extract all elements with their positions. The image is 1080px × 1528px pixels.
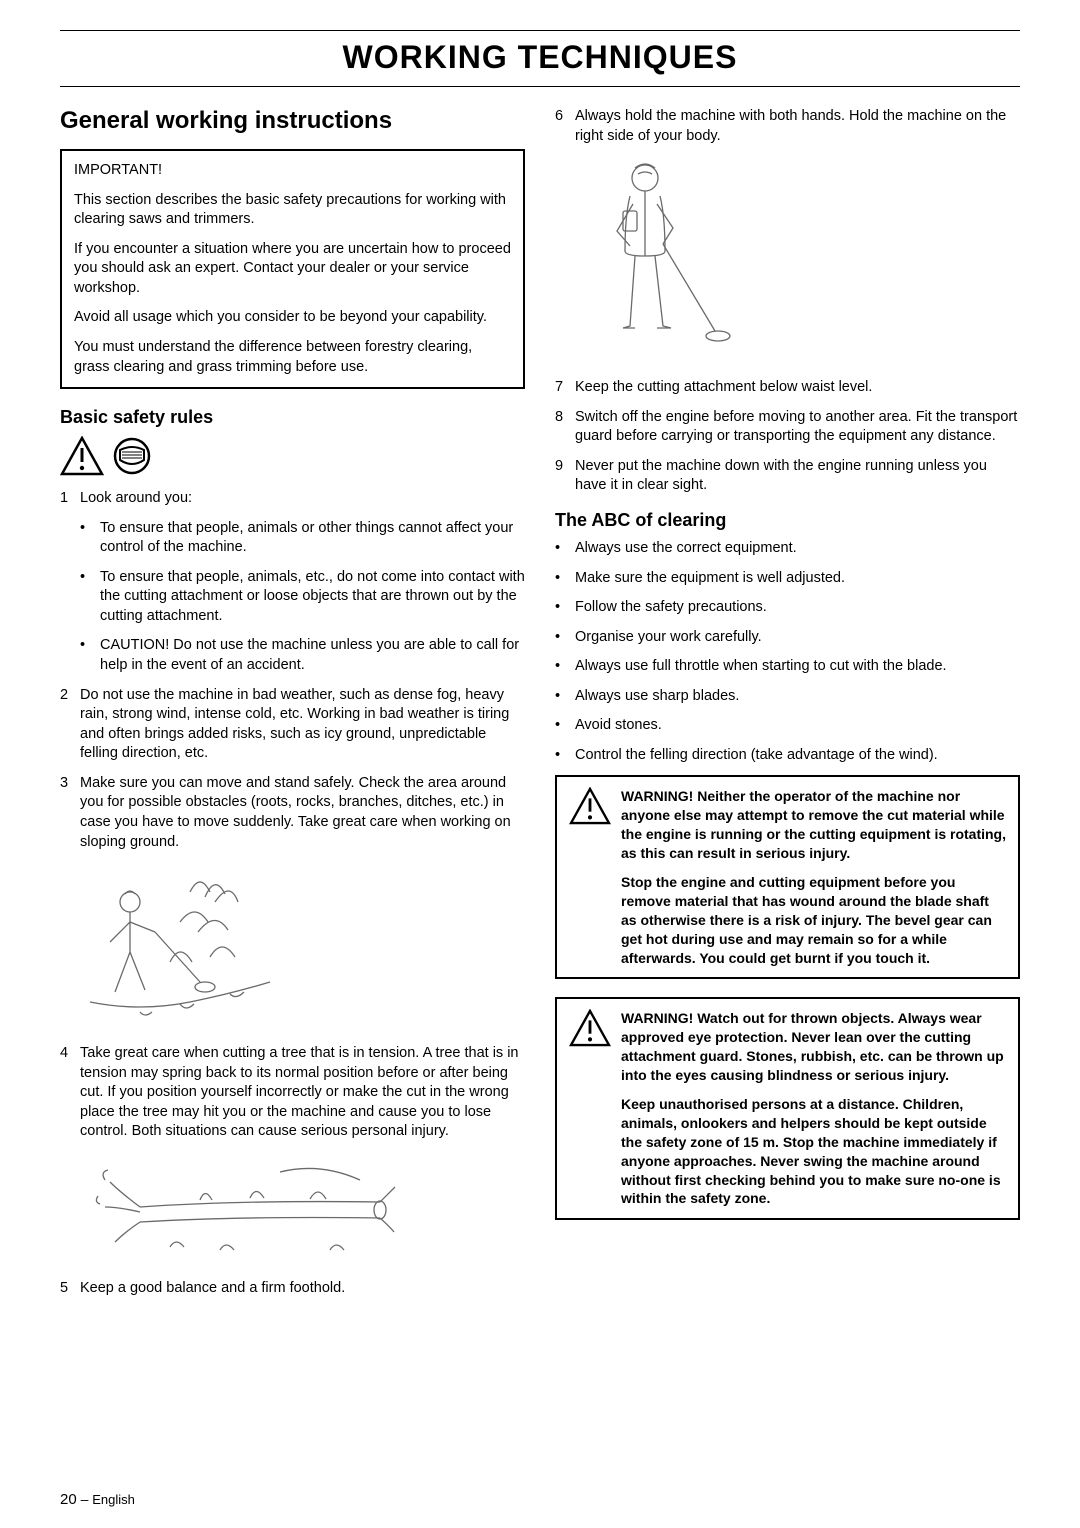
page-title: WORKING TECHNIQUES	[60, 30, 1020, 87]
list-item: 2Do not use the machine in bad weather, …	[60, 686, 525, 764]
safety-rules-list-cont3: 5Keep a good balance and a firm foothold…	[60, 1279, 525, 1299]
list-item: •CAUTION! Do not use the machine unless …	[80, 636, 525, 675]
list-item: 5Keep a good balance and a firm foothold…	[60, 1279, 525, 1299]
list-item: •To ensure that people, animals, etc., d…	[80, 568, 525, 627]
warning-triangle-icon	[60, 436, 104, 481]
list-item: •Follow the safety precautions.	[555, 598, 1020, 618]
footer-sep: –	[77, 1491, 93, 1507]
important-para: This section describes the basic safety …	[74, 191, 511, 230]
right-column: 6Always hold the machine with both hands…	[555, 107, 1020, 1308]
warning-triangle-icon	[569, 787, 611, 967]
bullet-text: Make sure the equipment is well adjusted…	[575, 569, 1020, 589]
important-box: IMPORTANT! This section describes the ba…	[60, 149, 525, 389]
list-item: •Make sure the equipment is well adjuste…	[555, 569, 1020, 589]
safety-rules-list: 1 Look around you:	[60, 489, 525, 509]
list-item: •To ensure that people, animals or other…	[80, 519, 525, 558]
item-text: Always hold the machine with both hands.…	[575, 107, 1020, 146]
important-para: You must understand the difference betwe…	[74, 338, 511, 377]
list-item: 9Never put the machine down with the eng…	[555, 457, 1020, 496]
bullet-text: Follow the safety precautions.	[575, 598, 1020, 618]
bullet-text: To ensure that people, animals, etc., do…	[100, 568, 525, 627]
list-item: 1 Look around you:	[60, 489, 525, 509]
warning-para: Keep unauthorised persons at a distance.…	[621, 1095, 1006, 1208]
item-number: 1	[60, 489, 80, 509]
item-text: Do not use the machine in bad weather, s…	[80, 686, 525, 764]
item-text: Keep a good balance and a firm foothold.	[80, 1279, 525, 1299]
list-item: 6Always hold the machine with both hands…	[555, 107, 1020, 146]
safety-rules-list-cont: 2Do not use the machine in bad weather, …	[60, 686, 525, 853]
safety-rules-list-right: 6Always hold the machine with both hands…	[555, 107, 1020, 146]
warning-para: WARNING! Neither the operator of the mac…	[621, 787, 1006, 863]
bullet-text: Control the felling direction (take adva…	[575, 746, 1020, 766]
list-item: 8Switch off the engine before moving to …	[555, 408, 1020, 447]
list-item: •Always use sharp blades.	[555, 687, 1020, 707]
tension-tree-illustration	[80, 1152, 525, 1267]
list-item: •Control the felling direction (take adv…	[555, 746, 1020, 766]
list-item: 4Take great care when cutting a tree tha…	[60, 1044, 525, 1142]
safety-rules-list-cont2: 4Take great care when cutting a tree tha…	[60, 1044, 525, 1142]
abc-list: •Always use the correct equipment. •Make…	[555, 539, 1020, 766]
footer-language: English	[92, 1492, 135, 1507]
item-text: Switch off the engine before moving to a…	[575, 408, 1020, 447]
item-text: Look around you:	[80, 489, 525, 509]
important-para: Avoid all usage which you consider to be…	[74, 308, 511, 328]
bullet-text: Always use sharp blades.	[575, 687, 1020, 707]
sloping-ground-illustration	[80, 862, 525, 1032]
list-item: •Always use the correct equipment.	[555, 539, 1020, 559]
list-item: •Always use full throttle when starting …	[555, 657, 1020, 677]
warning-para: WARNING! Watch out for thrown objects. A…	[621, 1009, 1006, 1085]
important-label: IMPORTANT!	[74, 161, 511, 181]
safety-rules-list-right2: 7Keep the cutting attachment below waist…	[555, 378, 1020, 496]
list-item: •Organise your work carefully.	[555, 628, 1020, 648]
warning-text: WARNING! Watch out for thrown objects. A…	[621, 1009, 1006, 1208]
bullet-text: CAUTION! Do not use the machine unless y…	[100, 636, 525, 675]
bullet-text: Always use full throttle when starting t…	[575, 657, 1020, 677]
two-column-layout: General working instructions IMPORTANT! …	[60, 107, 1020, 1308]
list-item: •Avoid stones.	[555, 716, 1020, 736]
left-column: General working instructions IMPORTANT! …	[60, 107, 525, 1308]
item-text: Never put the machine down with the engi…	[575, 457, 1020, 496]
safety-icons-row	[60, 436, 525, 481]
warning-triangle-icon	[569, 1009, 611, 1208]
abc-clearing-heading: The ABC of clearing	[555, 510, 1020, 531]
hold-machine-illustration	[575, 156, 1020, 366]
item-text: Keep the cutting attachment below waist …	[575, 378, 1020, 398]
basic-safety-heading: Basic safety rules	[60, 407, 525, 428]
warning-para: Stop the engine and cutting equipment be…	[621, 873, 1006, 967]
item1-sublist: •To ensure that people, animals or other…	[80, 519, 525, 676]
bullet-text: To ensure that people, animals or other …	[100, 519, 525, 558]
list-item: 7Keep the cutting attachment below waist…	[555, 378, 1020, 398]
warning-text: WARNING! Neither the operator of the mac…	[621, 787, 1006, 967]
face-shield-icon	[110, 436, 154, 481]
general-instructions-heading: General working instructions	[60, 107, 525, 135]
bullet-text: Organise your work carefully.	[575, 628, 1020, 648]
bullet-text: Always use the correct equipment.	[575, 539, 1020, 559]
bullet-text: Avoid stones.	[575, 716, 1020, 736]
warning-box-2: WARNING! Watch out for thrown objects. A…	[555, 997, 1020, 1220]
page-number: 20	[60, 1491, 77, 1508]
warning-box-1: WARNING! Neither the operator of the mac…	[555, 775, 1020, 979]
item-text: Make sure you can move and stand safely.…	[80, 774, 525, 852]
important-para: If you encounter a situation where you a…	[74, 240, 511, 299]
item-text: Take great care when cutting a tree that…	[80, 1044, 525, 1142]
list-item: 3Make sure you can move and stand safely…	[60, 774, 525, 852]
page-footer: 20 – English	[60, 1491, 135, 1508]
